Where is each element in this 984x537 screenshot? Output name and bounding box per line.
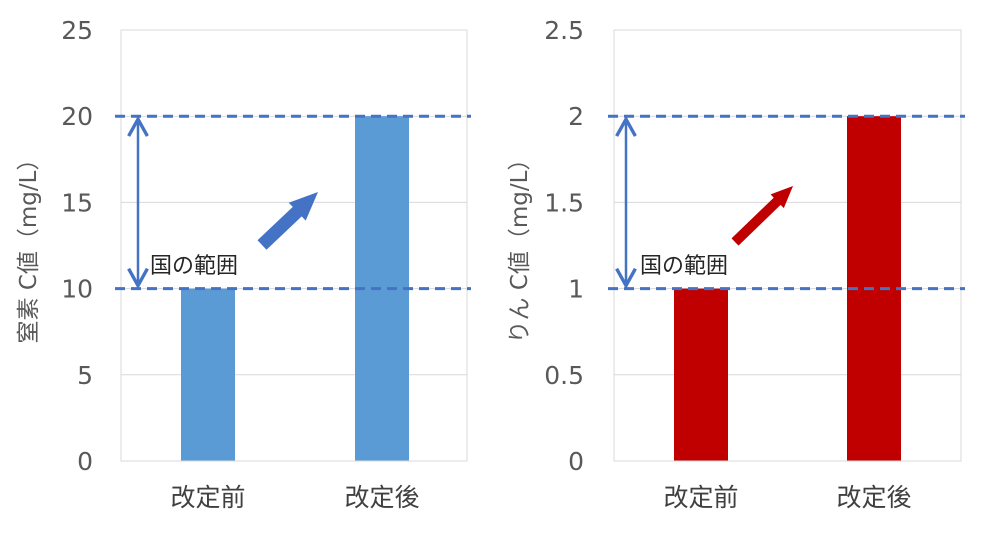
bar-1 bbox=[674, 288, 728, 461]
plot-area bbox=[120, 29, 468, 462]
y-tick-label: 1.5 bbox=[544, 188, 584, 217]
x-category-label: 改定後 bbox=[344, 483, 419, 512]
y-axis-label: 窒素 C値（mg/L） bbox=[16, 148, 42, 344]
increase-arrow bbox=[257, 192, 318, 250]
y-tick-label: 0.5 bbox=[544, 361, 584, 390]
y-tick-label: 10 bbox=[61, 275, 93, 304]
x-category-label: 改定前 bbox=[170, 483, 245, 512]
bar-1 bbox=[181, 288, 235, 461]
y-tick-label: 25 bbox=[61, 16, 93, 45]
y-tick-label: 1 bbox=[568, 275, 584, 304]
plot-area bbox=[613, 29, 962, 462]
increase-arrow bbox=[731, 186, 793, 246]
y-tick-label: 2 bbox=[568, 102, 584, 131]
range-annotation: 国の範囲 bbox=[640, 254, 728, 279]
y-tick-label: 0 bbox=[77, 447, 93, 476]
range-annotation: 国の範囲 bbox=[150, 254, 238, 279]
y-axis-label: りん C値（mg/L） bbox=[507, 148, 533, 344]
x-category-label: 改定後 bbox=[836, 483, 911, 512]
y-tick-label: 15 bbox=[61, 188, 93, 217]
chart-panel-2: 0 0.5 1 1.5 2 2.5 改定前 改定後 国の範囲 りん C値（mg/L） bbox=[507, 16, 965, 512]
y-tick-label: 2.5 bbox=[544, 16, 584, 45]
chart-panel-1: 0 5 10 15 20 25 改定前 改定後 国の範囲 窒素 C値（mg/L） bbox=[16, 16, 471, 512]
y-tick-label: 20 bbox=[61, 102, 93, 131]
x-category-label: 改定前 bbox=[663, 483, 738, 512]
y-tick-label: 5 bbox=[77, 361, 93, 390]
y-tick-label: 0 bbox=[568, 447, 584, 476]
